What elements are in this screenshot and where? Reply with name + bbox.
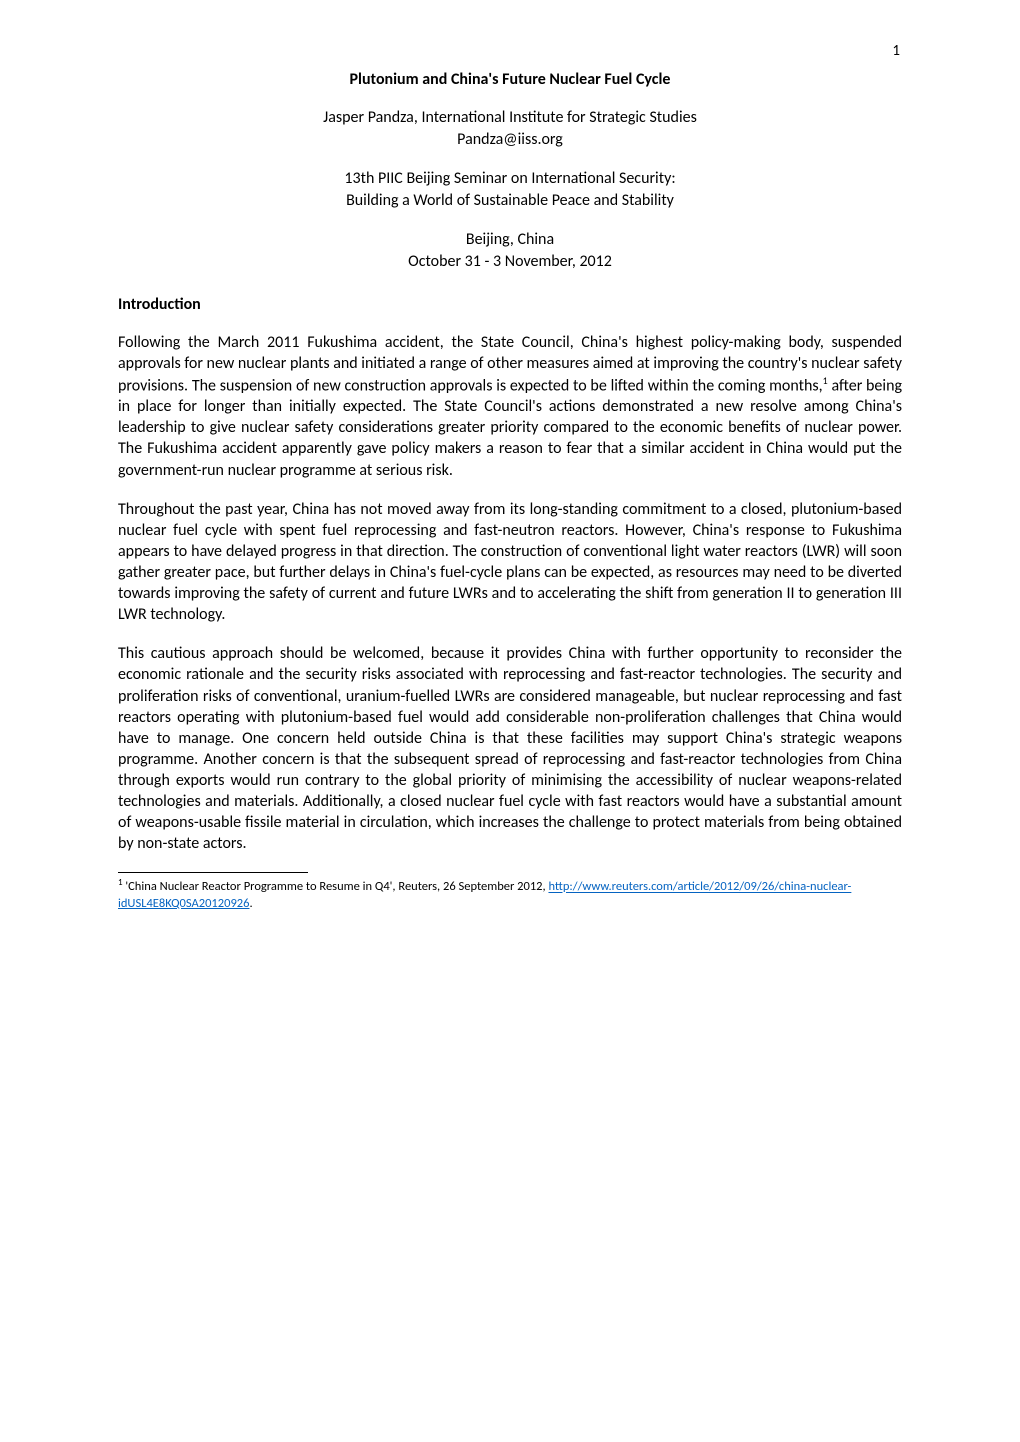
footnote-text-before: 'China Nuclear Reactor Programme to Resu…	[123, 880, 549, 895]
paragraph-1-text-a: Following the March 2011 Fukushima accid…	[118, 333, 902, 396]
seminar-title-line1: 13th PIIC Beijing Seminar on Internation…	[118, 168, 902, 190]
author-email: Pandza@iiss.org	[118, 129, 902, 151]
page-container: 1 Plutonium and China's Future Nuclear F…	[0, 0, 1020, 1442]
footnote-text-after: .	[249, 896, 252, 911]
document-title: Plutonium and China's Future Nuclear Fue…	[118, 70, 902, 89]
location-date-block: Beijing, China October 31 - 3 November, …	[118, 229, 902, 272]
footnote-1: 1 'China Nuclear Reactor Programme to Re…	[118, 877, 902, 912]
seminar-block: 13th PIIC Beijing Seminar on Internation…	[118, 168, 902, 211]
author-name-affiliation: Jasper Pandza, International Institute f…	[118, 107, 902, 129]
seminar-title-line2: Building a World of Sustainable Peace an…	[118, 190, 902, 212]
location-city: Beijing, China	[118, 229, 902, 251]
paragraph-1: Following the March 2011 Fukushima accid…	[118, 332, 902, 481]
date-range: October 31 - 3 November, 2012	[118, 251, 902, 273]
section-heading-introduction: Introduction	[118, 295, 902, 314]
paragraph-3: This cautious approach should be welcome…	[118, 643, 902, 854]
paragraph-2: Throughout the past year, China has not …	[118, 499, 902, 626]
page-number: 1	[892, 42, 900, 60]
footnote-separator	[118, 872, 308, 873]
author-block: Jasper Pandza, International Institute f…	[118, 107, 902, 150]
